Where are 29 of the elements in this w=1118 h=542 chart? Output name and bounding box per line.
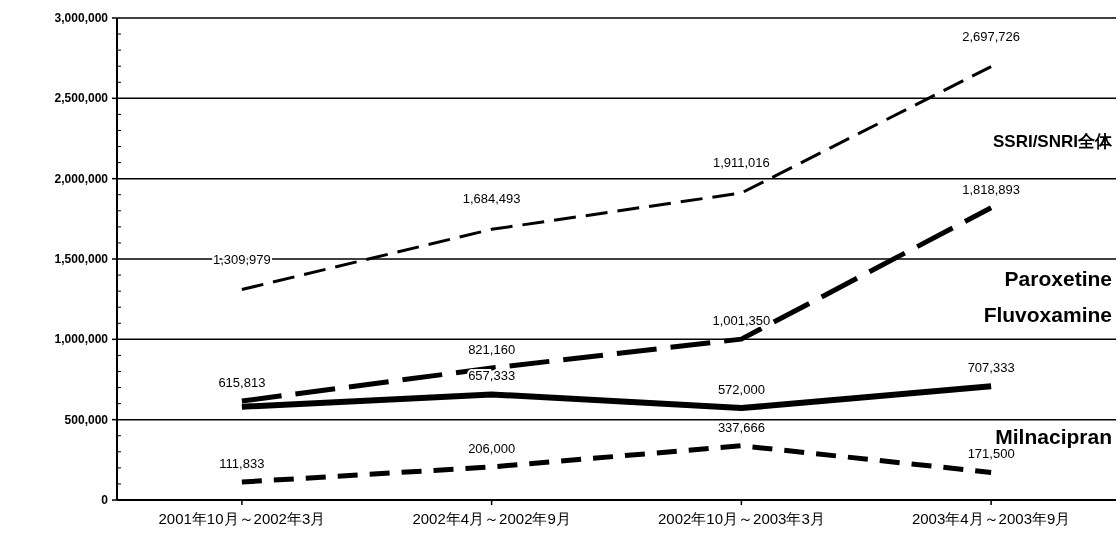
- x-tick-label: 2002年4月～2002年9月: [412, 510, 571, 527]
- y-tick-label: 3,000,000: [54, 11, 109, 25]
- data-label: 171,500: [967, 446, 1015, 462]
- data-label: 1,911,016: [712, 154, 770, 170]
- data-label: 1,818,893: [962, 181, 1021, 197]
- y-tick-label: 1,500,000: [54, 252, 109, 266]
- text: Fluvoxamine: [983, 303, 1112, 327]
- data-label: 707,333: [967, 360, 1015, 376]
- text: SSRI/SNRI全体: [992, 131, 1113, 151]
- series-label: Milnacipran: [995, 425, 1112, 449]
- data-label: 337,666: [717, 419, 765, 435]
- data-label: 821,160: [468, 342, 516, 358]
- data-label: 206,000: [468, 440, 516, 456]
- y-tick-label: 0: [101, 493, 109, 507]
- data-label: 657,333: [468, 368, 516, 384]
- data-label: 1,001,350: [712, 313, 771, 329]
- x-tick-label: 2001年10月～2002年3月: [158, 510, 326, 527]
- data-label: 572,000: [717, 382, 765, 398]
- y-tick-label: 2,000,000: [54, 171, 109, 186]
- y-tick-label: 2,500,000: [54, 91, 109, 106]
- y-tick-label: 500,000: [64, 412, 109, 427]
- y-tick-label: 1,000,000: [54, 332, 109, 347]
- data-label: 615,813: [218, 375, 266, 391]
- x-tick-label: 2003年4月～2003年9月: [911, 510, 1071, 527]
- text: Paroxetine: [1004, 266, 1112, 290]
- data-label: 2,697,726: [962, 28, 1021, 44]
- data-label: 1,684,493: [462, 191, 521, 207]
- x-tick-label: 2002年10月～2003年3月: [657, 510, 825, 527]
- data-label: 111,833: [219, 456, 265, 472]
